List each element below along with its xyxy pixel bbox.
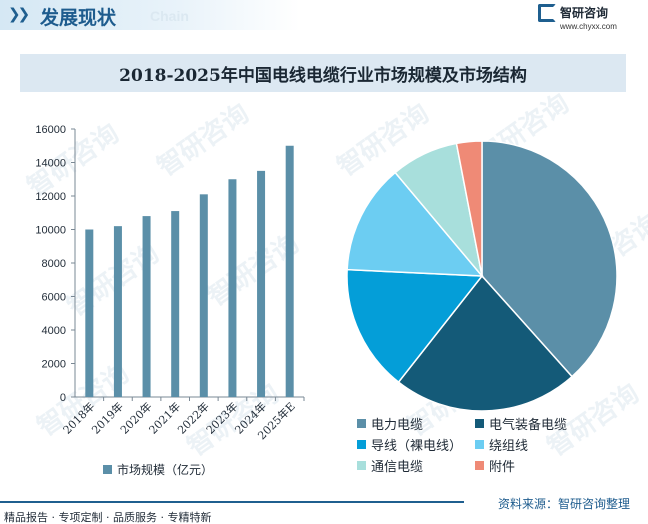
pie-legend-item: 附件 [475, 456, 515, 475]
bar-chart: 0200040006000800010000120001400016000201… [35, 124, 305, 442]
logo-icon [538, 4, 556, 22]
y-tick-label: 4000 [42, 325, 66, 337]
y-tick-label: 6000 [42, 292, 66, 304]
pie-slice-电力电缆 [481, 140, 618, 378]
pie-legend-item: 导线（裸电线） [357, 435, 462, 454]
bar-2025年E [285, 145, 294, 397]
bar-2021年 [171, 211, 180, 397]
data-source: 资料来源：智研咨询整理 [498, 497, 631, 511]
pie-slice-附件 [455, 140, 483, 277]
pie-legend-item: 通信电缆 [357, 456, 423, 475]
bar-2019年 [113, 226, 122, 397]
bar-legend: 市场规模（亿元） [103, 461, 213, 478]
legend-swatch [357, 440, 366, 449]
section-title: 发展现状 [40, 7, 117, 29]
brand-logo: 智研咨询 www.chyxx.com [538, 2, 638, 36]
legend-label: 绕组线 [489, 439, 529, 454]
legend-swatch [475, 419, 484, 428]
legend-swatch [357, 461, 366, 470]
legend-label: 通信电缆 [371, 460, 424, 475]
bar-2023年 [228, 179, 237, 397]
legend-swatch [475, 461, 484, 470]
bar-2018年 [85, 229, 94, 397]
pie-slice-电气装备电缆 [397, 274, 574, 412]
bar-legend-swatch [103, 465, 112, 474]
pie-chart [346, 140, 618, 412]
bar-2020年 [142, 216, 151, 397]
legend-swatch [357, 419, 366, 428]
pie-legend-item: 电力电缆 [357, 414, 423, 433]
y-tick-label: 12000 [35, 191, 66, 203]
double-chevron-icon: ❯❯ [8, 5, 30, 23]
bar-2024年 [257, 170, 266, 397]
y-tick-label: 14000 [35, 158, 66, 170]
footer-divider [0, 501, 464, 503]
legend-label: 电力电缆 [371, 418, 424, 433]
pie-legend-item: 绕组线 [475, 435, 528, 454]
brand-url: www.chyxx.com [560, 22, 617, 31]
legend-label: 附件 [489, 460, 516, 475]
y-tick-label: 16000 [35, 124, 66, 136]
pie-slice-导线（裸电线） [346, 268, 484, 384]
bar-legend-label: 市场规模（亿元） [117, 463, 214, 477]
chart-title: 2018-2025年中国电线电缆行业市场规模及市场结构 [119, 65, 527, 86]
y-tick-label: 8000 [42, 258, 66, 270]
footer-tagline: 精品报告 · 专项定制 · 品质服务 · 专精特新 [4, 511, 212, 524]
section-header: ❯❯ 发展现状 Chain [0, 0, 648, 30]
y-tick-label: 0 [60, 392, 66, 404]
legend-label: 电气装备电缆 [489, 418, 568, 433]
header-band [0, 0, 300, 30]
pie-slice-绕组线 [346, 171, 484, 277]
pie-legend-item: 电气装备电缆 [475, 414, 567, 433]
chart-title-bar: 2018-2025年中国电线电缆行业市场规模及市场结构 [20, 54, 626, 92]
legend-swatch [475, 440, 484, 449]
y-tick-label: 10000 [35, 225, 66, 237]
bar-2022年 [199, 194, 208, 397]
y-tick-label: 2000 [42, 359, 66, 371]
section-subtitle: Chain [150, 8, 189, 24]
brand-name: 智研咨询 [560, 6, 609, 20]
legend-label: 导线（裸电线） [371, 439, 463, 454]
